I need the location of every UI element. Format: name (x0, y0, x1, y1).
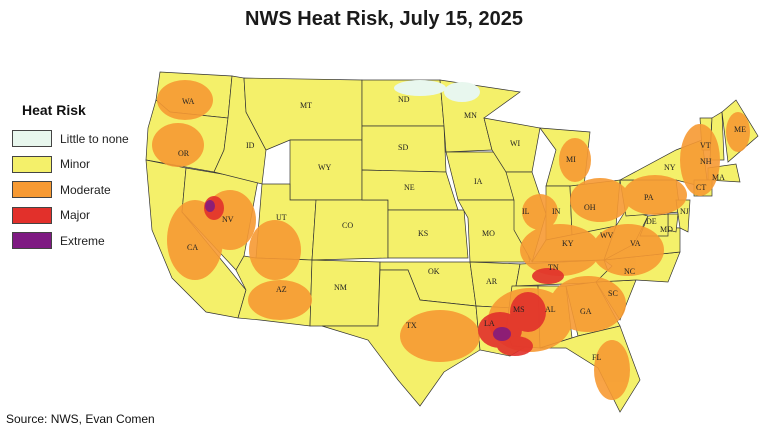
legend-item-extreme: Extreme (12, 228, 129, 254)
label-MS: MS (513, 305, 525, 314)
major-regions (204, 196, 564, 356)
label-WI: WI (510, 139, 521, 148)
legend-swatch (12, 206, 52, 224)
label-NJ: NJ (680, 207, 689, 216)
moderate-regions (152, 80, 750, 400)
label-SC: SC (608, 289, 618, 298)
label-IA: IA (474, 177, 483, 186)
label-CA: CA (187, 243, 198, 252)
legend-label: Major (60, 208, 91, 223)
legend-swatch (12, 181, 52, 199)
label-NC: NC (624, 267, 635, 276)
label-GA: GA (580, 307, 592, 316)
label-PA: PA (644, 193, 654, 202)
label-AL: AL (545, 305, 556, 314)
state-MT (243, 77, 363, 151)
legend-label: Minor (60, 157, 91, 172)
label-VT: VT (700, 141, 711, 150)
label-VA: VA (630, 239, 641, 248)
legend-label: Extreme (60, 233, 105, 248)
label-MO: MO (482, 229, 495, 238)
label-OR: OR (178, 149, 190, 158)
label-AZ: AZ (276, 285, 287, 294)
legend-swatch (12, 155, 52, 173)
label-WY: WY (318, 163, 332, 172)
label-ND: ND (398, 95, 410, 104)
state-CO (311, 199, 389, 261)
legend-swatch (12, 232, 52, 250)
legend-item-moderate: Moderate (12, 177, 129, 203)
label-TX: TX (406, 321, 417, 330)
label-WV: WV (600, 231, 614, 240)
legend-swatch (12, 130, 52, 148)
label-CT: CT (696, 183, 706, 192)
label-IL: IL (522, 207, 530, 216)
label-TN: TN (548, 263, 559, 272)
label-KS: KS (418, 229, 428, 238)
label-AR: AR (486, 277, 498, 286)
map-title: NWS Heat Risk, July 15, 2025 (245, 8, 523, 30)
legend-label: Little to none (60, 131, 129, 146)
legend-item-major: Major (12, 203, 129, 229)
state-NM (309, 259, 381, 327)
label-ID: ID (246, 141, 255, 150)
extreme-regions (205, 200, 511, 341)
source-caption: Source: NWS, Evan Comen (6, 412, 155, 426)
label-KY: KY (562, 239, 574, 248)
label-SD: SD (398, 143, 408, 152)
state-labels: WA OR CA NV ID MT WY UT AZ CO NM ND SD N… (178, 95, 746, 362)
label-OK: OK (428, 267, 440, 276)
little-to-none-regions (394, 80, 480, 102)
legend-item-minor: Minor (12, 152, 129, 178)
label-NM: NM (334, 283, 347, 292)
label-MN: MN (464, 111, 477, 120)
label-DE: DE (646, 217, 657, 226)
label-FL: FL (592, 353, 601, 362)
label-MT: MT (300, 101, 312, 110)
label-WA: WA (182, 97, 195, 106)
label-CO: CO (342, 221, 353, 230)
label-LA: LA (484, 319, 495, 328)
legend-label: Moderate (60, 182, 111, 197)
label-NH: NH (700, 157, 712, 166)
label-IN: IN (552, 207, 561, 216)
label-NV: NV (222, 215, 234, 224)
state-KS (387, 209, 469, 259)
label-OH: OH (584, 203, 596, 212)
legend-item-little-to-none: Little to none (12, 126, 129, 152)
label-UT: UT (276, 213, 287, 222)
label-MA: MA (712, 173, 725, 182)
label-ME: ME (734, 125, 746, 134)
label-MI: MI (566, 155, 576, 164)
label-MD: MD (660, 225, 673, 234)
label-NE: NE (404, 183, 415, 192)
legend-title: Heat Risk (22, 102, 86, 118)
legend: Heat Risk Little to none Minor Moderate … (12, 102, 129, 254)
label-NY: NY (664, 163, 676, 172)
state-MO (457, 199, 531, 263)
